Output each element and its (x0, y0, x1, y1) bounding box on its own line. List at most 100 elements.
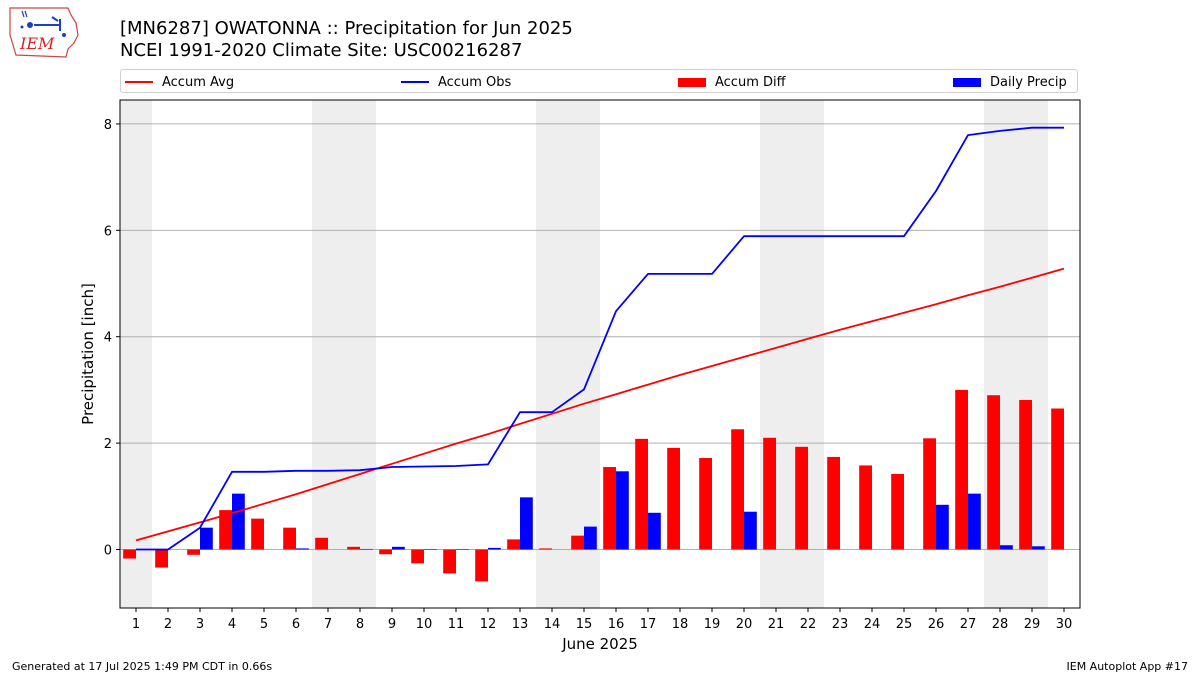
daily-precip-bar-day-8 (360, 548, 373, 550)
daily-precip-bar-day-29 (1032, 546, 1045, 550)
iem-logo: IEM (8, 5, 80, 59)
legend-item-accum-diff: Accum Diff (678, 70, 786, 94)
daily-precip-bar-day-20 (744, 511, 757, 550)
x-tick-label-12: 12 (480, 617, 497, 632)
legend-label-accum-diff: Accum Diff (715, 74, 786, 90)
x-tick-label-25: 25 (896, 617, 913, 632)
daily-precip-bar-day-9 (392, 546, 405, 550)
legend-label-daily-precip: Daily Precip (990, 74, 1067, 90)
x-tick-label-28: 28 (992, 617, 1009, 632)
daily-precip-bar-day-15 (584, 526, 597, 550)
y-tick-label-4: 4 (104, 331, 112, 346)
accum-diff-bar-day-17 (635, 438, 648, 550)
iowa-logo-icon: IEM (9, 7, 79, 58)
x-tick-label-21: 21 (768, 617, 785, 632)
accum-avg-line (135, 267, 1065, 542)
x-tick-label-3: 3 (196, 617, 204, 632)
x-tick-label-7: 7 (324, 617, 332, 632)
weekend-shade-day-14 (536, 100, 568, 608)
x-tick-label-16: 16 (608, 617, 625, 632)
legend-item-accum-avg: Accum Avg (125, 70, 234, 94)
x-tick-label-11: 11 (448, 617, 465, 632)
accum-diff-bar-day-10 (411, 549, 424, 564)
accum-diff-bar-day-2 (155, 549, 168, 568)
x-tick-label-18: 18 (672, 617, 689, 632)
daily-precip-bar-day-3 (200, 527, 213, 550)
weekend-shade-day-8 (344, 100, 376, 608)
accum-diff-bar-day-7 (315, 537, 328, 550)
accum-diff-bar-day-9 (379, 549, 392, 555)
daily-precip-bar-day-10 (424, 548, 437, 550)
legend-label-accum-avg: Accum Avg (162, 74, 235, 90)
accum-diff-bar-day-28 (987, 395, 1000, 550)
x-tick-label-23: 23 (832, 617, 849, 632)
legend-label-accum-obs: Accum Obs (438, 74, 512, 90)
daily-precip-bar-day-26 (936, 504, 949, 550)
accum-diff-bar-day-11 (443, 549, 456, 574)
y-tick-label-8: 8 (104, 118, 112, 133)
x-axis-label: June 2025 (561, 635, 638, 653)
y-tick-label-0: 0 (104, 543, 112, 558)
accum-diff-bar-day-21 (763, 437, 776, 550)
y-tick-label-6: 6 (104, 224, 112, 239)
accum-diff-bar-day-4 (219, 510, 232, 550)
accum-diff-bar-day-15 (571, 535, 584, 550)
legend-swatch-accum-obs (401, 81, 429, 83)
app-credit: IEM Autoplot App #17 (1066, 660, 1189, 673)
x-tick-label-27: 27 (960, 617, 977, 632)
legend-swatch-daily-precip (953, 77, 981, 87)
accum-diff-bar-day-30 (1051, 408, 1064, 550)
accum-diff-bar-day-27 (955, 389, 968, 550)
daily-precip-bar-day-17 (648, 512, 661, 550)
accum-obs-line (136, 126, 1064, 551)
chart-title: [MN6287] OWATONNA :: Precipitation for J… (120, 18, 573, 39)
accum-diff-bar-day-19 (699, 457, 712, 550)
accum-diff-bar-day-16 (603, 467, 616, 550)
x-tick-label-15: 15 (576, 617, 593, 632)
daily-precip-bar-day-12 (488, 547, 501, 550)
y-tick-label-2: 2 (104, 437, 112, 452)
generated-timestamp: Generated at 17 Jul 2025 1:49 PM CDT in … (12, 660, 273, 673)
accum-diff-bar-day-18 (667, 447, 680, 550)
y-axis-label: Precipitation [inch] (79, 283, 97, 425)
accum-diff-bar-day-14 (539, 548, 552, 550)
x-tick-label-4: 4 (228, 617, 236, 632)
x-tick-label-30: 30 (1056, 617, 1073, 632)
x-tick-label-17: 17 (640, 617, 657, 632)
legend-item-accum-obs: Accum Obs (401, 70, 511, 94)
accum-diff-bar-day-8 (347, 546, 360, 550)
weekend-shade-day-7 (312, 100, 344, 608)
daily-precip-bar-day-6 (296, 548, 309, 550)
accum-diff-bar-day-3 (187, 549, 200, 555)
accum-diff-bar-day-29 (1019, 400, 1032, 550)
legend-swatch-accum-diff (678, 77, 706, 87)
daily-precip-bar-day-28 (1000, 545, 1013, 550)
accum-diff-bar-day-5 (251, 518, 264, 550)
x-tick-label-24: 24 (864, 617, 881, 632)
x-tick-label-2: 2 (164, 617, 172, 632)
accum-diff-bar-day-20 (731, 429, 744, 550)
x-tick-label-5: 5 (260, 617, 268, 632)
plot-frame (119, 99, 1081, 609)
legend-swatch-accum-avg (125, 81, 153, 83)
x-tick-label-8: 8 (356, 617, 364, 632)
accum-diff-bar-day-25 (891, 473, 904, 550)
daily-precip-bar-day-11 (456, 548, 469, 550)
daily-precip-bar-day-13 (520, 497, 533, 550)
daily-precip-bar-day-16 (616, 471, 629, 550)
x-tick-label-9: 9 (388, 617, 396, 632)
accum-diff-bar-day-6 (283, 527, 296, 550)
x-tick-label-1: 1 (132, 617, 140, 632)
x-tick-label-20: 20 (736, 617, 753, 632)
daily-precip-bar-day-4 (232, 493, 245, 550)
daily-precip-bar-day-27 (968, 493, 981, 550)
x-tick-label-22: 22 (800, 617, 817, 632)
accum-diff-bar-day-26 (923, 438, 936, 550)
x-tick-label-19: 19 (704, 617, 721, 632)
accum-diff-bar-day-23 (827, 456, 840, 550)
legend: Accum Avg Accum Obs Accum Diff Daily Pre… (120, 69, 1078, 93)
accum-diff-bar-day-24 (859, 465, 872, 550)
weekend-shade-day-1 (120, 100, 152, 608)
x-tick-label-14: 14 (544, 617, 561, 632)
